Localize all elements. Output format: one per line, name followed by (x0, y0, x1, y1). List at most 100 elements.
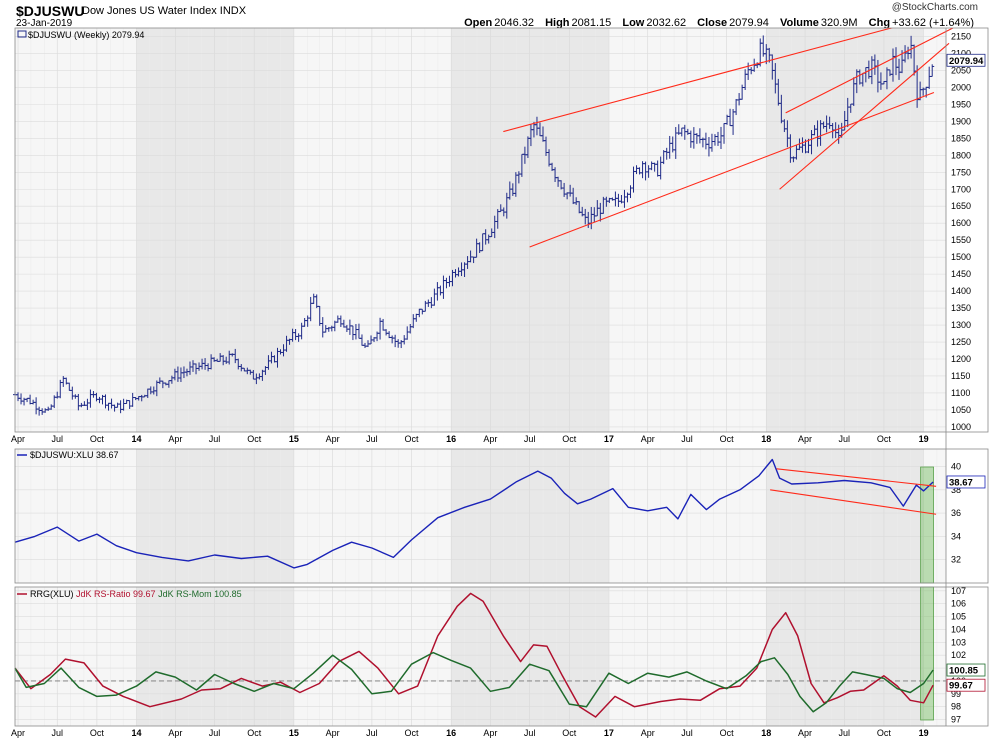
year-band (136, 28, 294, 432)
price-y-tick-label: 1600 (951, 218, 971, 228)
rrg-ratio-tag: 99.67 (949, 681, 973, 692)
x-tick-month-label: Oct (877, 434, 892, 444)
rs-y-tick-label: 32 (951, 555, 961, 565)
x-tick-month-label: Jul (51, 728, 63, 738)
price-y-tick-label: 1950 (951, 99, 971, 109)
x-tick-month-label: Jul (366, 728, 378, 738)
open-value: 2046.32 (494, 17, 534, 29)
rrg-mom-tag: 100.85 (949, 666, 979, 677)
x-tick-year-label: 15 (289, 434, 299, 444)
price-trendline (529, 91, 935, 248)
rs-y-tick-label: 40 (951, 461, 961, 471)
rs-y-tick-label: 34 (951, 531, 961, 541)
rrg-y-tick-label: 102 (951, 650, 966, 660)
panel-border (14, 586, 989, 727)
chart-header: $DJUSWU Dow Jones US Water Index INDX 23… (0, 0, 990, 30)
rrg-y-tick-label: 99 (951, 689, 961, 699)
x-tick-year-label: 18 (761, 434, 771, 444)
year-band (766, 587, 924, 726)
volume-label: Volume (779, 17, 819, 29)
x-tick-year-label: 16 (446, 434, 456, 444)
price-trendline (503, 28, 894, 133)
high-label: High (545, 17, 570, 29)
x-tick-year-label: 17 (604, 434, 614, 444)
x-tick-year-label: 15 (289, 728, 299, 738)
x-tick-month-label: Oct (720, 434, 735, 444)
chg-label: Chg (868, 17, 891, 29)
x-tick-month-label: Oct (247, 434, 262, 444)
x-tick-month-label: Apr (326, 728, 340, 738)
close-value: 2079.94 (729, 17, 769, 29)
rrg-y-tick-label: 103 (951, 637, 966, 647)
price-y-tick-label: 1350 (951, 303, 971, 313)
x-tick-month-label: Apr (798, 728, 812, 738)
x-tick-month-label: Apr (483, 728, 497, 738)
price-y-tick-label: 1250 (951, 337, 971, 347)
year-band (766, 449, 924, 583)
year-band (136, 449, 294, 583)
x-tick-month-label: Oct (405, 434, 420, 444)
price-y-tick-label: 1000 (951, 422, 971, 432)
x-tick-month-label: Apr (168, 728, 182, 738)
x-tick-month-label: Apr (483, 434, 497, 444)
price-y-tick-label: 1200 (951, 354, 971, 364)
low-label: Low (622, 17, 645, 29)
price-y-tick-label: 1700 (951, 184, 971, 194)
close-label: Close (697, 17, 728, 29)
x-tick-year-label: 14 (132, 434, 142, 444)
rs-panel-legend: $DJUSWU:XLU 38.67 (30, 450, 119, 460)
price-y-tick-label: 2050 (951, 65, 971, 75)
year-band (136, 587, 294, 726)
rrg-legend-part: JdK RS-Ratio 99.67 (76, 589, 158, 599)
x-tick-month-label: Apr (641, 728, 655, 738)
price-y-tick-label: 1100 (951, 388, 970, 398)
price-y-tick-label: 1650 (951, 201, 971, 211)
price-last-tag: 2079.94 (949, 56, 984, 67)
rs-trendline (770, 489, 937, 515)
x-tick-month-label: Apr (168, 434, 182, 444)
x-tick-month-label: Apr (326, 434, 340, 444)
x-tick-month-label: Apr (641, 434, 655, 444)
price-y-tick-label: 1450 (951, 269, 971, 279)
x-tick-month-label: Jul (524, 728, 536, 738)
x-tick-month-label: Oct (562, 728, 577, 738)
x-tick-month-label: Oct (877, 728, 892, 738)
price-bars (13, 35, 935, 416)
exchange-label: INDX (219, 5, 247, 17)
index-full-name: Dow Jones US Water Index (82, 5, 217, 17)
x-tick-month-label: Oct (90, 434, 105, 444)
x-tick-month-label: Apr (11, 728, 25, 738)
x-tick-month-label: Oct (90, 728, 105, 738)
symbol-title: $DJUSWU (16, 3, 85, 19)
x-tick-month-label: Oct (247, 728, 262, 738)
x-tick-month-label: Jul (209, 434, 221, 444)
x-tick-year-label: 17 (604, 728, 614, 738)
rs-ratio-line (14, 592, 934, 718)
chart-date: 23-Jan-2019 (16, 18, 73, 29)
rrg-y-tick-label: 107 (951, 586, 966, 596)
rs-line (14, 458, 934, 569)
x-tick-year-label: 18 (761, 728, 771, 738)
price-y-tick-label: 1900 (951, 116, 971, 126)
x-tick-year-label: 19 (919, 434, 929, 444)
price-y-tick-label: 1850 (951, 133, 971, 143)
price-y-tick-label: 1150 (951, 371, 970, 381)
rs-trendline (776, 468, 937, 487)
price-y-tick-label: 1500 (951, 252, 971, 262)
x-tick-month-label: Jul (366, 434, 378, 444)
rrg-y-tick-label: 98 (951, 702, 961, 712)
index-name: Dow Jones US Water Index INDX (82, 5, 246, 17)
price-y-tick-label: 2000 (951, 82, 971, 92)
x-tick-month-label: Jul (839, 728, 851, 738)
panel-border (14, 448, 989, 584)
high-value: 2081.15 (571, 17, 612, 29)
x-tick-month-label: Jul (681, 434, 693, 444)
open-label: Open (464, 17, 493, 29)
rs-y-tick-label: 38 (951, 485, 961, 495)
rrg-highlight-zone (920, 586, 934, 721)
year-band (766, 28, 924, 432)
price-y-tick-label: 1300 (951, 320, 971, 330)
x-tick-month-label: Jul (839, 434, 851, 444)
rrg-y-tick-label: 97 (951, 715, 961, 725)
rs-last-tag: 38.67 (949, 477, 973, 488)
